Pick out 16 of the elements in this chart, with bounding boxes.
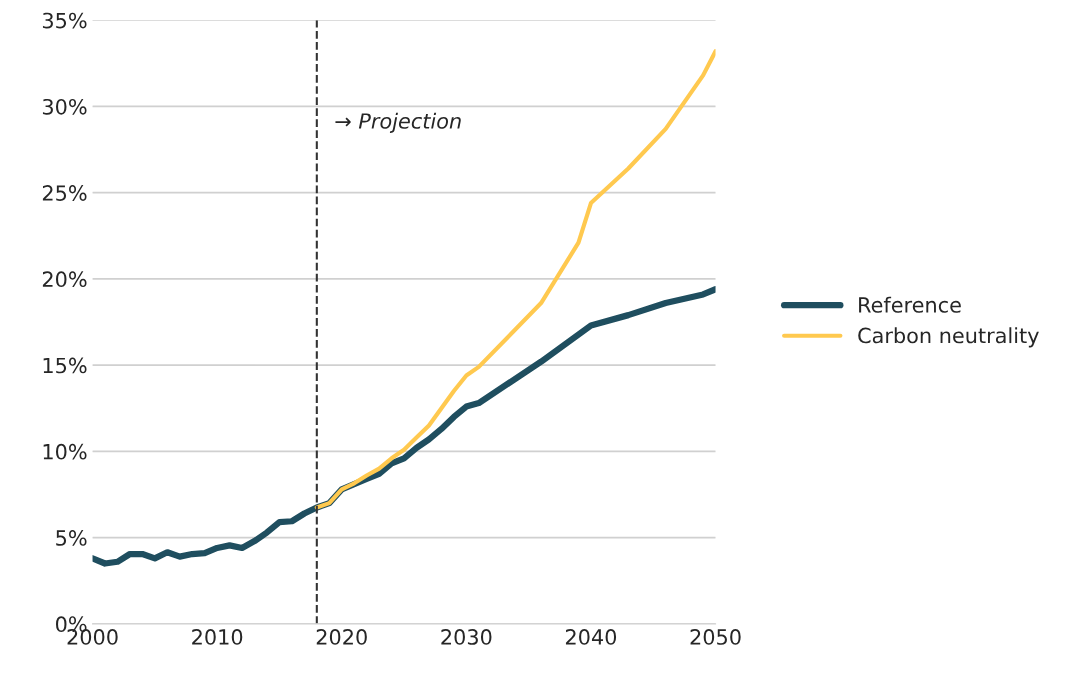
x-tick-label: 2020 <box>316 629 367 645</box>
y-tick-label: 30% <box>42 98 87 115</box>
x-tick-label: 2030 <box>441 629 492 645</box>
y-tick-label: 20% <box>42 271 87 288</box>
y-tick-label: 25% <box>42 185 87 201</box>
ref-line-label: → Projection <box>335 112 461 133</box>
x-tick-label: 2050 <box>690 629 741 645</box>
x-tick-label: 2010 <box>192 629 243 645</box>
x-tick-label: 2040 <box>565 629 617 645</box>
y-tick-label: 10% <box>43 443 87 460</box>
legend-label: Carbon neutrality <box>858 327 1039 348</box>
y-tick-label: 35% <box>42 12 87 29</box>
y-tick-label: 5% <box>56 530 87 546</box>
legend-label: Reference <box>859 296 961 313</box>
line-series <box>314 49 716 510</box>
y-tick-label: 15% <box>43 357 87 374</box>
